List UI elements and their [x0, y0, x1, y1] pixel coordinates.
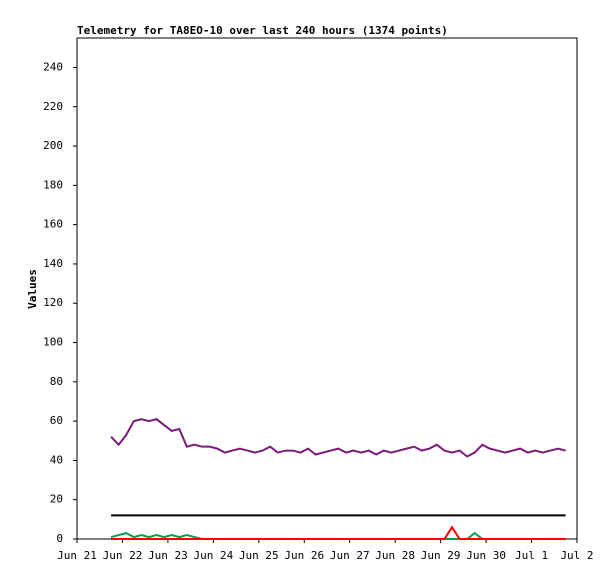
chart-title: Telemetry for TA8EO-10 over last 240 hou…: [77, 24, 448, 37]
y-tick-label: 80: [50, 375, 63, 388]
x-tick-label: Jul 2: [560, 549, 593, 562]
y-axis-label: Values: [26, 269, 39, 309]
x-tick-label: Jun 30: [466, 549, 506, 562]
y-tick-label: 180: [43, 178, 63, 191]
x-tick-label: Jul 1: [515, 549, 548, 562]
x-tick-label: Jun 22: [103, 549, 143, 562]
x-tick-label: Jun 24: [193, 549, 233, 562]
y-tick-label: 140: [43, 257, 63, 270]
x-tick-label: Jun 26: [284, 549, 324, 562]
y-tick-label: 120: [43, 296, 63, 309]
series-line: [110, 418, 566, 458]
y-tick-label: 100: [43, 336, 63, 349]
y-tick-label: 240: [43, 60, 63, 73]
x-tick-label: Jun 27: [330, 549, 370, 562]
x-tick-label: Jun 23: [148, 549, 188, 562]
y-tick-label: 60: [50, 414, 63, 427]
y-tick-label: 40: [50, 453, 63, 466]
y-tick-label: 220: [43, 100, 63, 113]
y-tick-label: 0: [56, 532, 63, 545]
x-tick-label: Jun 28: [375, 549, 415, 562]
y-tick-label: 200: [43, 139, 63, 152]
x-tick-label: Jun 25: [239, 549, 279, 562]
x-tick-label: Jun 21: [57, 549, 97, 562]
y-tick-label: 160: [43, 218, 63, 231]
x-tick-label: Jun 29: [421, 549, 461, 562]
y-tick-label: 20: [50, 493, 63, 506]
series-line: [111, 525, 566, 540]
